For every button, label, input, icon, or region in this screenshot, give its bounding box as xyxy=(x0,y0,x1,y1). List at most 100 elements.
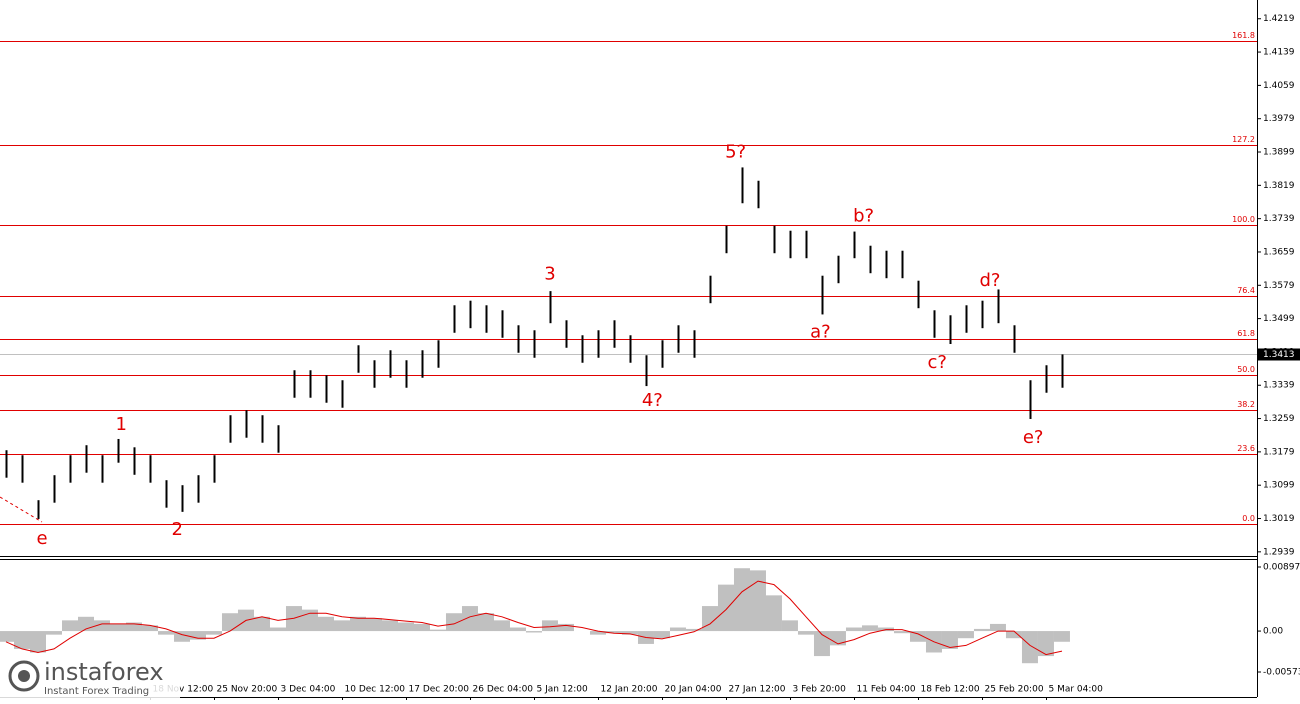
x-tick-label: 18 Nov 12:00 xyxy=(153,685,214,695)
histogram-bar xyxy=(957,631,974,639)
wave-label: c? xyxy=(927,352,946,373)
x-tick-label: 11 Feb 04:00 xyxy=(857,685,916,695)
histogram-bar xyxy=(269,627,286,632)
histogram-bar xyxy=(541,620,558,632)
y-tick-label: 1.4059 xyxy=(1263,81,1295,91)
x-tick-label: 27 Jan 12:00 xyxy=(729,685,786,695)
y-tick-label: 1.3339 xyxy=(1263,381,1295,391)
y-tick-label: 1.3499 xyxy=(1263,314,1295,324)
x-tick-label: 17 Dec 20:00 xyxy=(409,685,470,695)
x-tick-label: 25 Feb 20:00 xyxy=(985,685,1044,695)
wave-label: 4? xyxy=(642,390,663,411)
fib-label: 161.8 xyxy=(1232,31,1255,40)
x-tick-label: 26 Dec 04:00 xyxy=(473,685,534,695)
histogram-bar xyxy=(717,584,734,632)
histogram-bar xyxy=(157,631,174,635)
histogram-bar xyxy=(125,622,142,632)
y-tick-label: 1.3819 xyxy=(1263,181,1295,191)
histogram-bar xyxy=(445,613,462,632)
histogram-bar xyxy=(413,623,430,632)
fib-label: 100.0 xyxy=(1232,215,1255,224)
histogram-bar xyxy=(0,631,14,642)
histogram-bar xyxy=(253,616,270,632)
wave-label: 1 xyxy=(115,414,126,435)
histogram-bar xyxy=(349,616,366,632)
y-tick-label: 1.3579 xyxy=(1263,281,1295,291)
histogram-bar xyxy=(1053,631,1070,642)
histogram-bar xyxy=(189,631,206,640)
histogram-bar xyxy=(509,627,526,632)
wave-label: 2 xyxy=(171,519,182,540)
y-tick-label: 1.2939 xyxy=(1263,547,1295,557)
histogram-bar xyxy=(493,620,510,632)
x-tick-label: 5 Jan 12:00 xyxy=(537,685,589,695)
x-tick-label: 18 Feb 12:00 xyxy=(921,685,980,695)
histogram-bar xyxy=(861,625,878,632)
y-tick-label: 1.4139 xyxy=(1263,48,1295,58)
y-tick-label: 1.3659 xyxy=(1263,247,1295,257)
wave-connector xyxy=(0,496,43,523)
y-tick-label: 1.3019 xyxy=(1263,514,1295,524)
watermark-tagline: Instant Forex Trading xyxy=(44,686,149,697)
histogram-bar xyxy=(429,629,446,632)
histogram-bar xyxy=(61,620,78,632)
histogram-bar xyxy=(605,631,622,634)
wave-label: a? xyxy=(810,321,831,342)
watermark-icon xyxy=(18,670,30,682)
histogram-bar xyxy=(669,627,686,632)
last-price-box xyxy=(1258,348,1300,361)
histogram-bar xyxy=(989,623,1006,632)
fib-label: 76.4 xyxy=(1237,286,1255,295)
histogram-bar xyxy=(797,631,814,635)
histogram-bar xyxy=(749,570,766,632)
watermark-brand: instaforex xyxy=(44,658,164,686)
histogram-bar xyxy=(701,606,718,632)
fib-label: 0.0 xyxy=(1242,514,1255,523)
x-tick-label: 5 Mar 04:00 xyxy=(1049,685,1104,695)
histogram-bar xyxy=(477,613,494,632)
histogram-bar xyxy=(1037,631,1054,657)
x-tick-label: 3 Feb 20:00 xyxy=(793,685,847,695)
y-tick-label: -0.00573 xyxy=(1263,668,1300,678)
y-tick-label: 1.3739 xyxy=(1263,214,1295,224)
histogram-bar xyxy=(93,620,110,632)
y-tick-label: 1.3099 xyxy=(1263,481,1295,491)
histogram-bar xyxy=(909,631,926,642)
histogram-bar xyxy=(685,628,702,632)
y-tick-label: 0.00 xyxy=(1263,627,1283,637)
histogram-bar xyxy=(29,631,46,653)
y-tick-label: 1.3259 xyxy=(1263,414,1295,424)
signal-line xyxy=(5,580,1063,656)
fib-label: 38.2 xyxy=(1237,400,1255,409)
histogram-bar xyxy=(845,627,862,632)
fib-label: 50.0 xyxy=(1237,365,1255,374)
histogram-bar xyxy=(45,631,62,635)
x-tick-label: 3 Dec 04:00 xyxy=(281,685,336,695)
fib-label: 61.8 xyxy=(1237,329,1255,338)
histogram-bar xyxy=(141,625,158,632)
histogram-bar xyxy=(781,620,798,632)
histogram-bar xyxy=(301,609,318,632)
fib-label: 23.6 xyxy=(1237,444,1255,453)
wave-label: b? xyxy=(853,206,874,227)
histogram-bar xyxy=(557,623,574,632)
histogram-bar xyxy=(365,618,382,632)
histogram-bar xyxy=(13,631,30,649)
histogram-bar xyxy=(733,568,750,632)
histogram-bar xyxy=(829,631,846,646)
histogram-bar xyxy=(1005,631,1022,639)
watermark-icon xyxy=(8,660,40,692)
histogram-bar xyxy=(381,620,398,632)
wave-label: e? xyxy=(1023,427,1044,448)
y-tick-label: 0.00897 xyxy=(1263,563,1300,573)
y-tick-label: 1.3179 xyxy=(1263,447,1295,457)
histogram-bar xyxy=(893,631,910,634)
histogram-bar xyxy=(397,622,414,632)
x-tick-label: 12 Jan 20:00 xyxy=(601,685,658,695)
histogram-bar xyxy=(221,613,238,632)
histogram-bar xyxy=(109,623,126,632)
y-tick-label: 1.3979 xyxy=(1263,114,1295,124)
histogram-bar xyxy=(173,631,190,642)
